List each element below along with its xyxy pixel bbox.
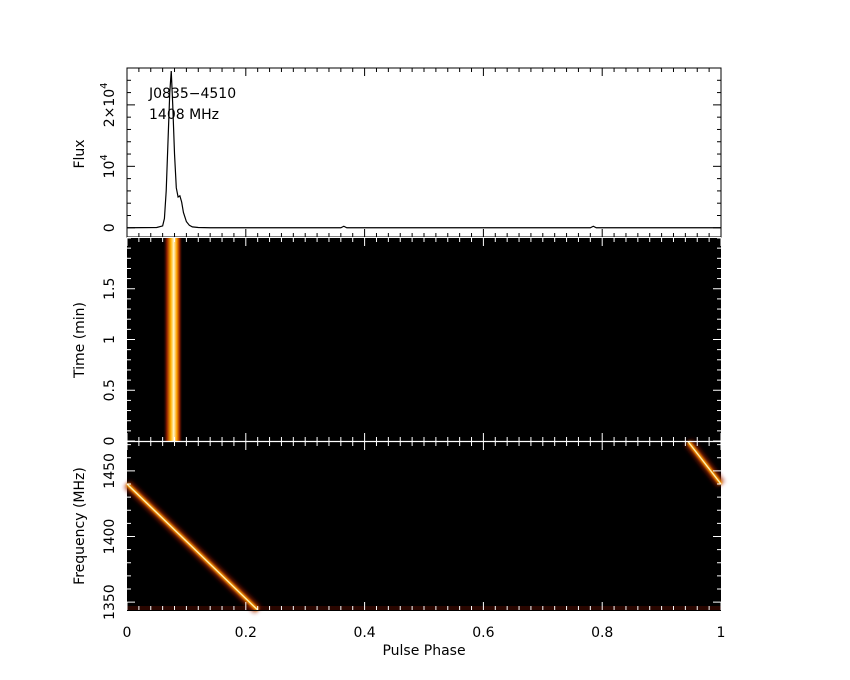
dispersion-tracks: [123, 439, 725, 614]
profile-y-tick-labels: 0 104 2×104: [99, 82, 118, 232]
time-y-tick-label: 0.5: [102, 379, 118, 401]
time-ticks: [126, 237, 722, 442]
x-tick-labels: 0 0.2 0.4 0.6 0.8 1: [123, 625, 726, 641]
x-tick-label: 1: [717, 625, 726, 641]
profile-ticks: [126, 67, 722, 237]
dispersion-track-core: [126, 483, 259, 611]
x-tick-label: 0.4: [353, 625, 375, 641]
x-tick-label: 0: [123, 625, 132, 641]
profile-frame: [126, 67, 722, 238]
frequency-ticks: [126, 442, 722, 610]
time-phase-panel: 0 0.5 1 1.5 Time (min): [72, 237, 722, 446]
frequency-y-axis-label: Frequency (MHz): [72, 467, 88, 585]
time-y-axis-label: Time (min): [72, 302, 88, 379]
frequency-y-tick-label: 1400: [102, 519, 118, 555]
frequency-phase-panel: 1350 1400 1450 0 0.2 0.4 0.6 0.8 1 Frequency (M…: [72, 439, 726, 659]
time-y-tick-label: 0: [102, 437, 118, 446]
x-axis-label: Pulse Phase: [382, 643, 465, 659]
time-y-tick-labels: 0 0.5 1 1.5: [102, 278, 118, 446]
profile-y-axis-label: Flux: [72, 139, 88, 168]
profile-y-tick-label: 104: [99, 154, 118, 178]
profile-line: [126, 71, 721, 229]
profile-y-tick-label: 0: [102, 223, 118, 232]
time-phase-pulse-band: [162, 238, 183, 441]
frequency-y-tick-labels: 1350 1400 1450: [102, 453, 118, 620]
frequency-y-tick-label: 1350: [102, 584, 118, 620]
time-y-tick-label: 1.5: [102, 278, 118, 300]
observing-frequency: 1408 MHz: [149, 107, 219, 123]
x-tick-label: 0.6: [472, 625, 494, 641]
profile-panel: 0 104 2×104 Flux J0835−4510 1408 MHz: [72, 67, 722, 238]
x-tick-label: 0.2: [235, 625, 257, 641]
profile-y-tick-label: 2×104: [99, 82, 118, 127]
frequency-y-tick-label: 1450: [102, 453, 118, 489]
source-name: J0835−4510: [148, 86, 236, 102]
frequency-phase-heatmap-bg: [127, 442, 721, 610]
panel-borders: [127, 237, 721, 611]
dispersion-track-wrap-core: [687, 441, 722, 485]
x-tick-label: 0.8: [591, 625, 613, 641]
time-phase-heatmap-bg: [127, 238, 721, 441]
time-y-tick-label: 1: [102, 335, 118, 344]
